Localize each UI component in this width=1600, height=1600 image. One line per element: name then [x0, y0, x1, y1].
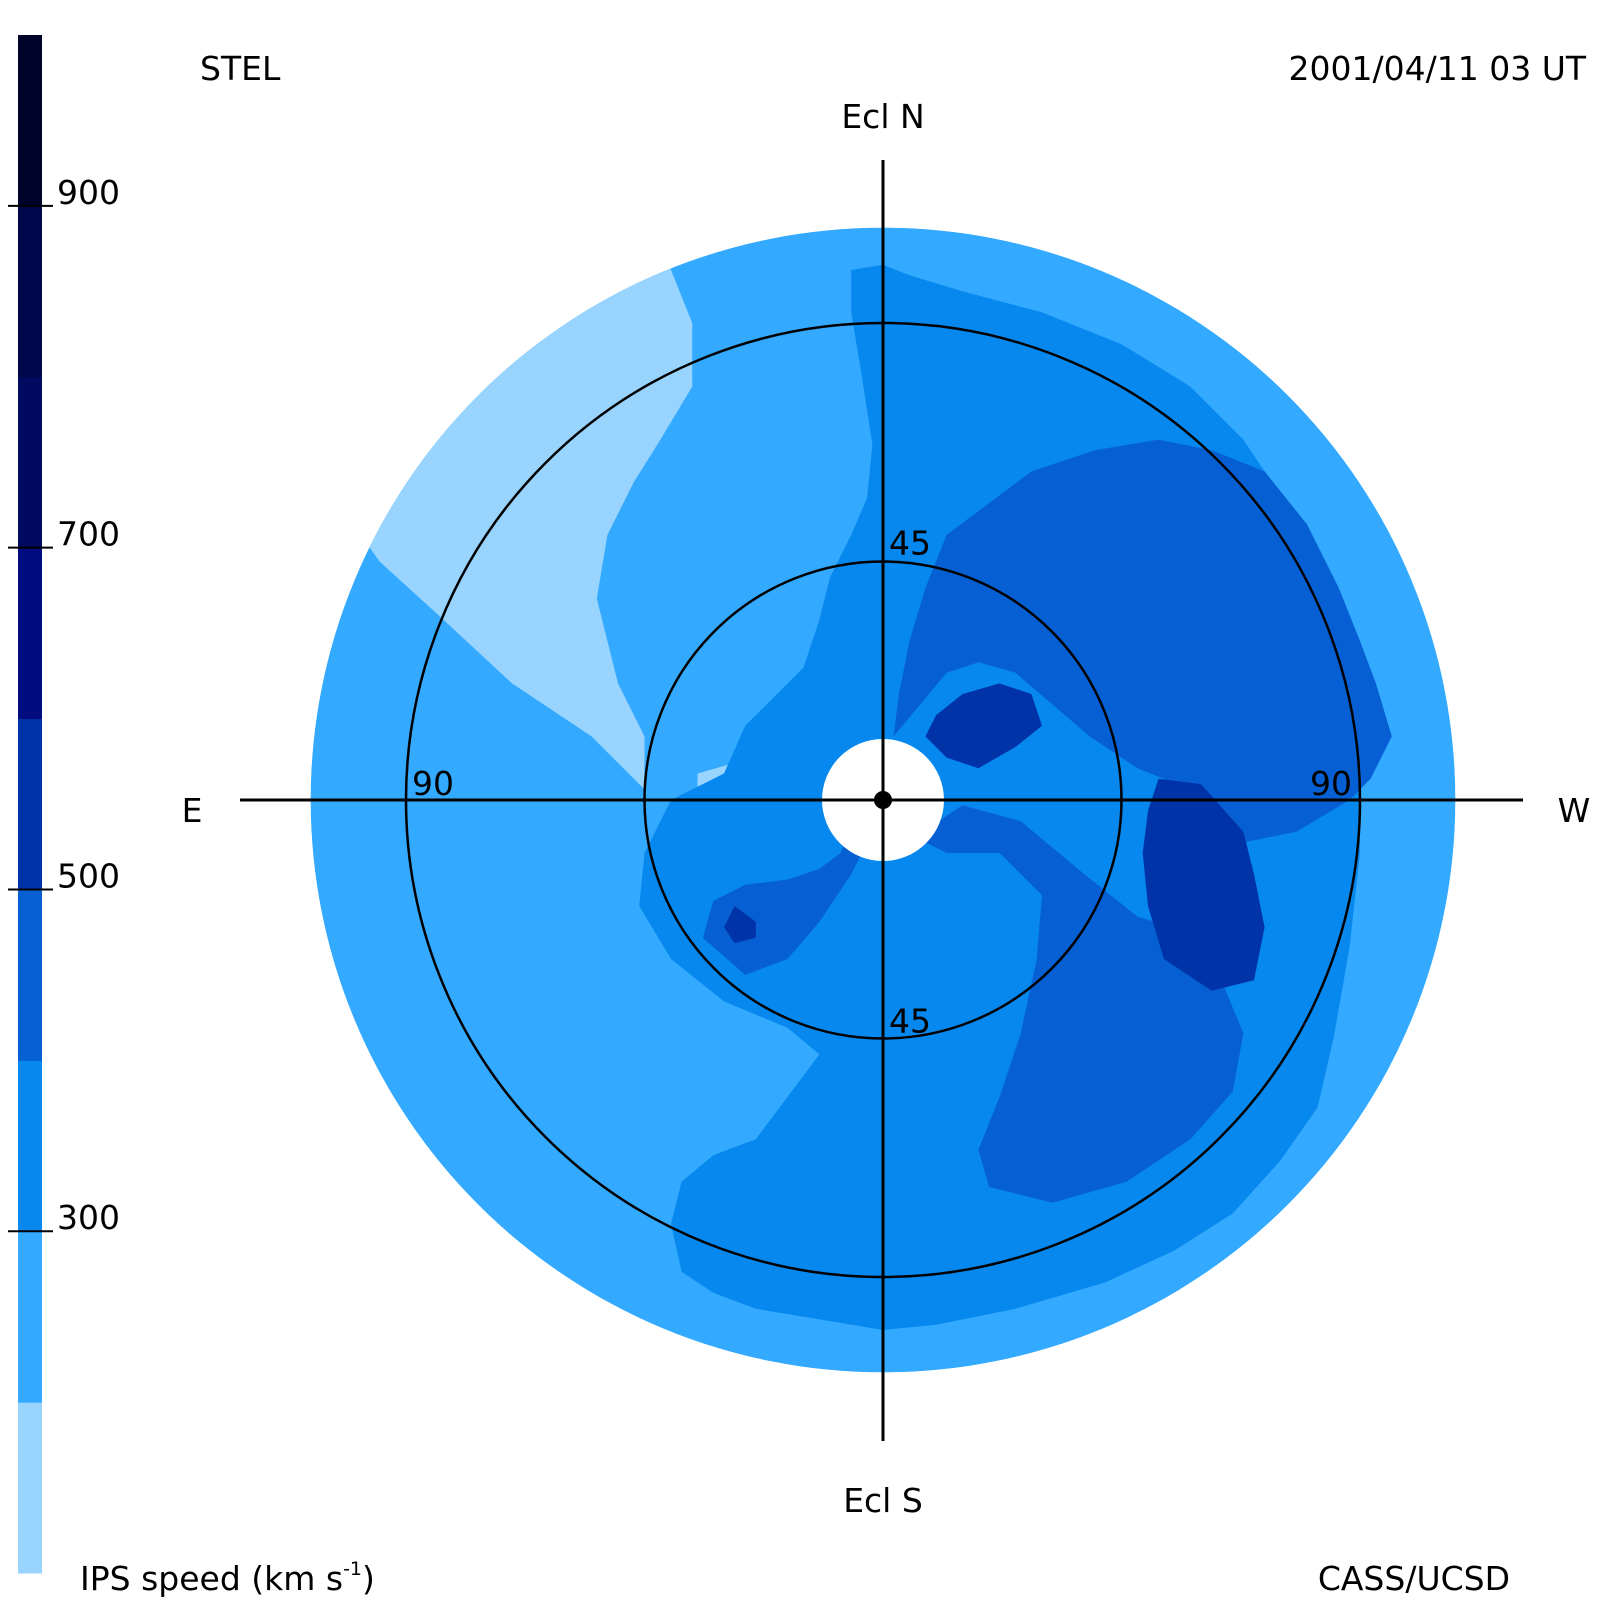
speed-region-9: [724, 906, 756, 944]
colorbar-band-4: [18, 718, 42, 890]
direction-north-label: Ecl N: [841, 97, 924, 136]
speed-region-8: [1142, 778, 1265, 991]
elongation-ring-90: [404, 321, 1362, 1279]
speed-region-5: [914, 805, 1244, 1203]
colorbar-tick-label-3: 900: [57, 173, 120, 212]
colorbar-band-3: [18, 889, 42, 1061]
map-overlay: 45 45 90 90: [240, 160, 1523, 1441]
speed-region-7: [925, 683, 1042, 769]
ring-label-45-north: 45: [889, 524, 931, 563]
colorbar-title-end: ): [362, 1559, 375, 1598]
direction-west-label: W: [1558, 791, 1591, 830]
colorbar-title-main: IPS speed (km s: [80, 1559, 343, 1598]
colorbar-band-2: [18, 1060, 42, 1232]
ring-label-45-south: 45: [889, 1002, 931, 1041]
colorbar-tick-label-2: 700: [57, 515, 120, 554]
colorbar-band-7: [18, 205, 42, 378]
ring-label-90-west: 90: [1310, 764, 1352, 803]
speed-region-2: [639, 264, 883, 1331]
speed-region-4: [893, 439, 1392, 843]
colorbar-band-1: [18, 1231, 42, 1403]
colorbar-title-superscript: -1: [343, 1558, 362, 1580]
colorbar-band-8: [18, 35, 42, 207]
timestamp-label: 2001/04/11 03 UT: [1289, 49, 1587, 88]
observatory-label: STEL: [200, 49, 281, 88]
colorbar: [18, 35, 42, 1574]
colorbar-band-6: [18, 376, 42, 549]
direction-south-label: Ecl S: [843, 1481, 923, 1520]
colorbar-tick-label-0: 300: [57, 1198, 120, 1237]
direction-east-label: E: [182, 791, 203, 830]
colorbar-band-5: [18, 547, 42, 720]
elongation-ring-45: [643, 560, 1123, 1040]
ring-label-90-east: 90: [412, 764, 454, 803]
colorbar-ticks: 300 500 700 900: [8, 173, 120, 1237]
credit-label: CASS/UCSD: [1318, 1559, 1510, 1598]
colorbar-band-0: [18, 1402, 42, 1574]
sun-center-dot: [874, 791, 892, 809]
colorbar-title: IPS speed (km s-1): [80, 1558, 375, 1598]
colorbar-tick-label-1: 500: [57, 856, 120, 895]
